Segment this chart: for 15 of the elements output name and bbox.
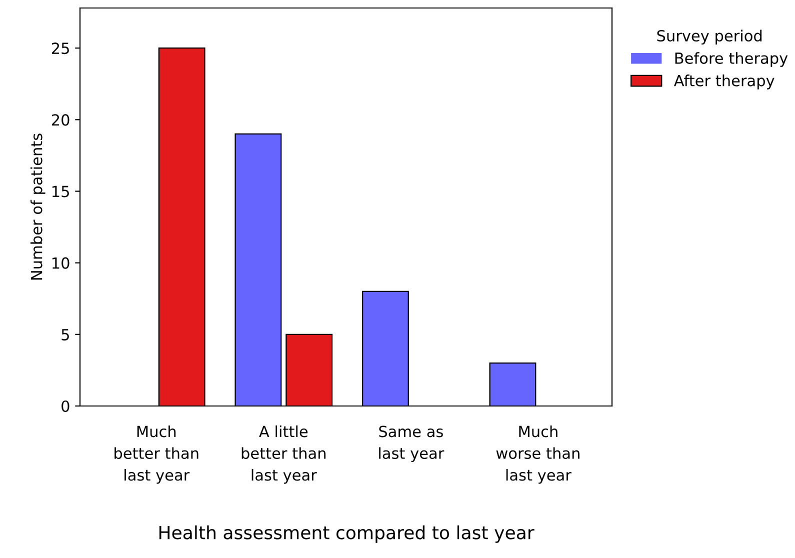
x-tick-label: Same as last year xyxy=(379,426,444,462)
x-tick-label: Much worse than last year xyxy=(496,425,580,484)
x-tick-label: A little better than last year xyxy=(242,425,326,484)
y-tick-label: 5 xyxy=(62,329,69,340)
y-tick-label: 15 xyxy=(52,186,69,198)
y-tick-label: 0 xyxy=(62,400,70,412)
y-tick-label: 20 xyxy=(52,114,70,126)
y-axis-title: Number of patients xyxy=(30,134,46,280)
y-tick-label: 10 xyxy=(52,257,70,269)
x-tick-label: Much better than last year xyxy=(114,425,198,484)
x-axis-title: Health assessment compared to last year xyxy=(159,525,534,543)
legend-label: Before therapy xyxy=(675,52,788,67)
legend-label: After therapy xyxy=(674,74,774,90)
y-tick-label: 25 xyxy=(52,42,69,54)
legend-title: Survey period xyxy=(657,30,762,44)
